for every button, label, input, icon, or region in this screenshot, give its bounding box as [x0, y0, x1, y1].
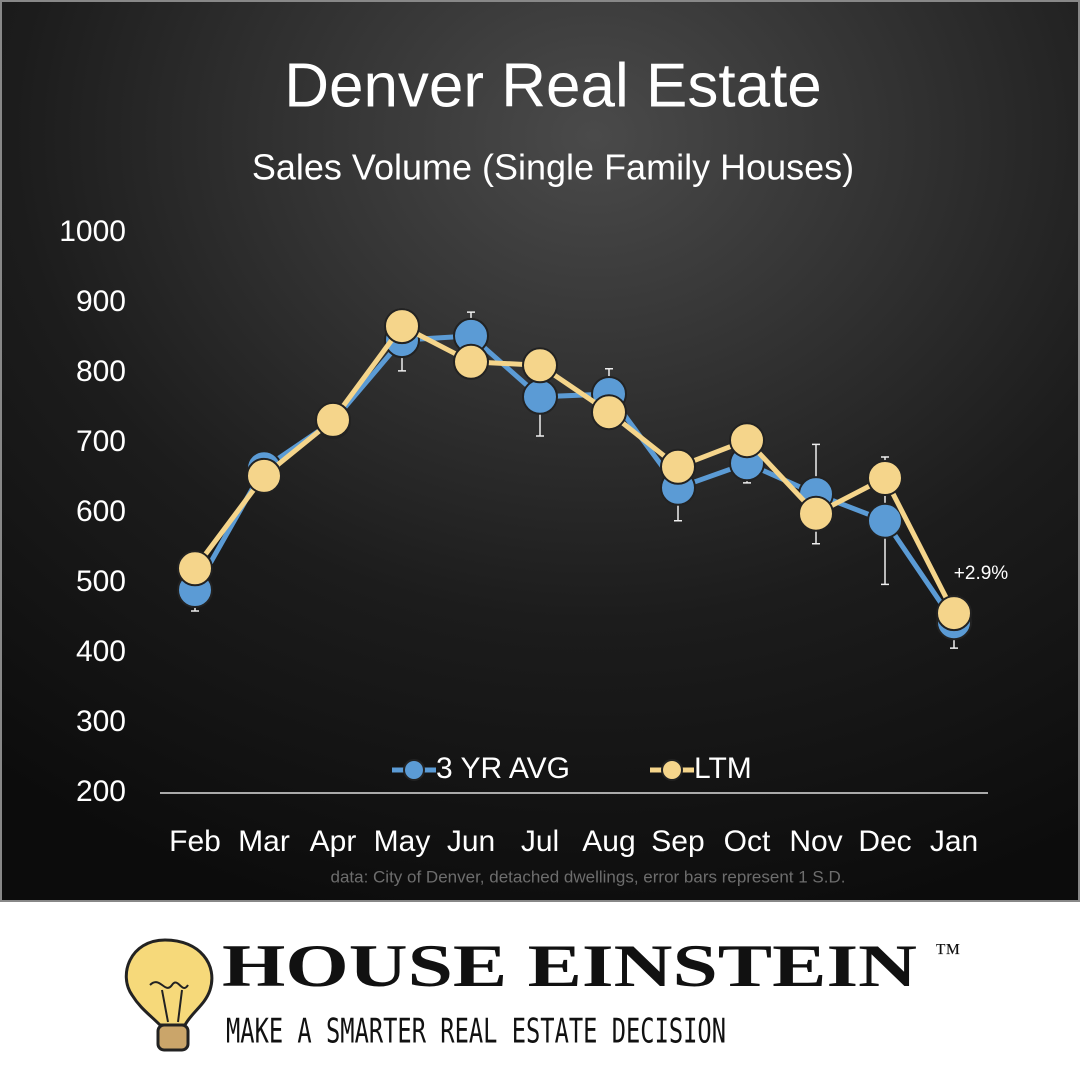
source-note: data: City of Denver, detached dwellings…: [331, 867, 846, 886]
x-tick-label: Jun: [447, 825, 495, 858]
y-tick-label: 500: [76, 565, 126, 598]
y-tick-label: 300: [76, 705, 126, 738]
trademark: ™: [935, 938, 960, 967]
x-tick-label: Mar: [238, 825, 290, 858]
y-tick-label: 700: [76, 425, 126, 458]
data-point: [867, 460, 903, 496]
data-point: [798, 495, 834, 532]
x-tick-label: Aug: [582, 825, 635, 858]
data-point: [522, 378, 558, 415]
chart-title: Denver Real Estate: [284, 51, 822, 120]
data-point: [660, 448, 696, 485]
tagline: MAKE A SMARTER REAL ESTATE DECISION: [226, 1012, 726, 1052]
y-tick-label: 200: [76, 775, 126, 808]
x-tick-label: Nov: [789, 825, 842, 858]
y-tick-label: 1000: [59, 215, 126, 248]
data-point: [522, 347, 558, 384]
x-tick-label: May: [374, 825, 431, 858]
data-point: [177, 550, 213, 587]
x-tick-label: Feb: [169, 825, 221, 858]
legend-label: LTM: [694, 752, 752, 785]
data-point: [315, 401, 351, 438]
y-tick-label: 400: [76, 635, 126, 668]
data-point: [867, 502, 903, 539]
y-tick-label: 900: [76, 285, 126, 318]
x-tick-label: Sep: [651, 825, 704, 858]
bulb-base: [156, 1023, 190, 1052]
filament: [149, 981, 189, 1023]
bulb: [124, 938, 214, 1027]
x-tick-label: Oct: [724, 825, 771, 858]
x-tick-label: Jul: [521, 825, 559, 858]
x-tick-label: Dec: [858, 825, 911, 858]
annotation: +2.9%: [954, 563, 1009, 584]
legend-label: 3 YR AVG: [436, 752, 570, 785]
chart-subtitle: Sales Volume (Single Family Houses): [252, 147, 854, 188]
data-point: [936, 595, 972, 632]
x-tick-label: Apr: [310, 825, 357, 858]
x-tick-label: Jan: [930, 825, 978, 858]
brand-name: HOUSE EINSTEIN: [222, 933, 917, 999]
data-point: [246, 457, 282, 494]
legend-marker: [403, 759, 425, 781]
data-point: [453, 343, 489, 380]
data-point: [384, 308, 420, 345]
data-point: [729, 422, 765, 459]
logo: HOUSE EINSTEIN ™ MAKE A SMARTER REAL EST…: [124, 933, 960, 1052]
legend-marker: [661, 759, 683, 781]
data-point: [591, 394, 627, 431]
chart-background: [0, 0, 1080, 902]
y-tick-label: 800: [76, 355, 126, 388]
y-tick-label: 600: [76, 495, 126, 528]
